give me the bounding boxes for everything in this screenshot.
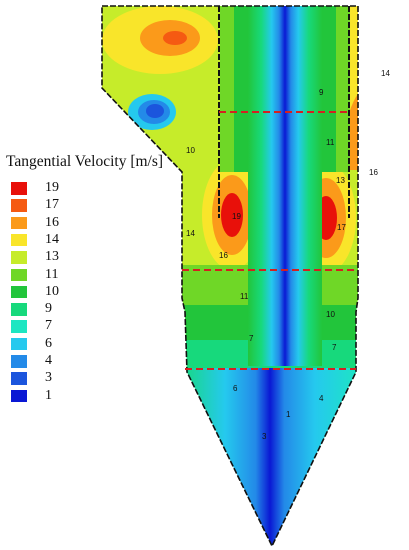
legend-label: 19	[45, 180, 59, 195]
legend-swatch	[11, 182, 27, 195]
legend-label: 7	[45, 318, 52, 334]
legend-label: 14	[45, 231, 59, 247]
contour-label: 11	[326, 138, 335, 147]
contour-label: 1	[286, 410, 291, 419]
legend-title: Tangential Velocity [m/s]	[6, 153, 164, 170]
contour-field	[102, 6, 358, 546]
cyclone-outline	[101, 5, 359, 548]
contour-label: 3	[262, 432, 267, 441]
contour-label: 10	[186, 146, 195, 155]
contour-label: 7	[332, 343, 337, 352]
legend-swatch	[11, 355, 27, 368]
legend-label: 3	[45, 370, 52, 386]
legend-swatch	[11, 268, 27, 281]
legend-swatch	[11, 216, 27, 230]
legend-label: 1	[45, 387, 52, 403]
legend-label: 17	[45, 197, 59, 213]
legend-label: 4	[45, 353, 52, 368]
contour-label: 14	[186, 229, 195, 238]
legend-label: 16	[45, 214, 59, 230]
contour-label: 11	[240, 292, 249, 301]
legend-swatch	[11, 389, 27, 403]
legend-swatch	[11, 303, 27, 316]
contour-label: 14	[381, 69, 390, 78]
contour-label: 10	[326, 310, 335, 319]
contour-label: 19	[232, 212, 241, 221]
legend-swatch	[11, 337, 27, 351]
contour-labels: 9 14 10 11 13 16 19 17 14 16 11 10 7 7 6…	[186, 69, 390, 441]
contour-label: 7	[249, 334, 254, 343]
contour-label: 16	[369, 168, 378, 177]
contour-label: 17	[337, 223, 346, 232]
contour-label: 16	[219, 251, 228, 260]
contour-label: 9	[319, 88, 324, 97]
legend-swatch	[11, 320, 27, 333]
legend-label: 11	[45, 266, 59, 282]
legend-label: 9	[45, 301, 52, 317]
contour-label: 13	[336, 176, 345, 185]
contour-label: 4	[319, 394, 324, 403]
legend-swatch	[11, 285, 27, 299]
legend-swatch	[11, 233, 27, 247]
legend-swatch	[11, 199, 27, 212]
legend-swatch	[11, 251, 27, 264]
contour-label: 6	[233, 384, 238, 393]
legend-label: 10	[45, 283, 59, 299]
legend-swatch	[11, 372, 27, 385]
legend-label: 13	[45, 249, 59, 265]
legend-label: 6	[45, 335, 52, 351]
